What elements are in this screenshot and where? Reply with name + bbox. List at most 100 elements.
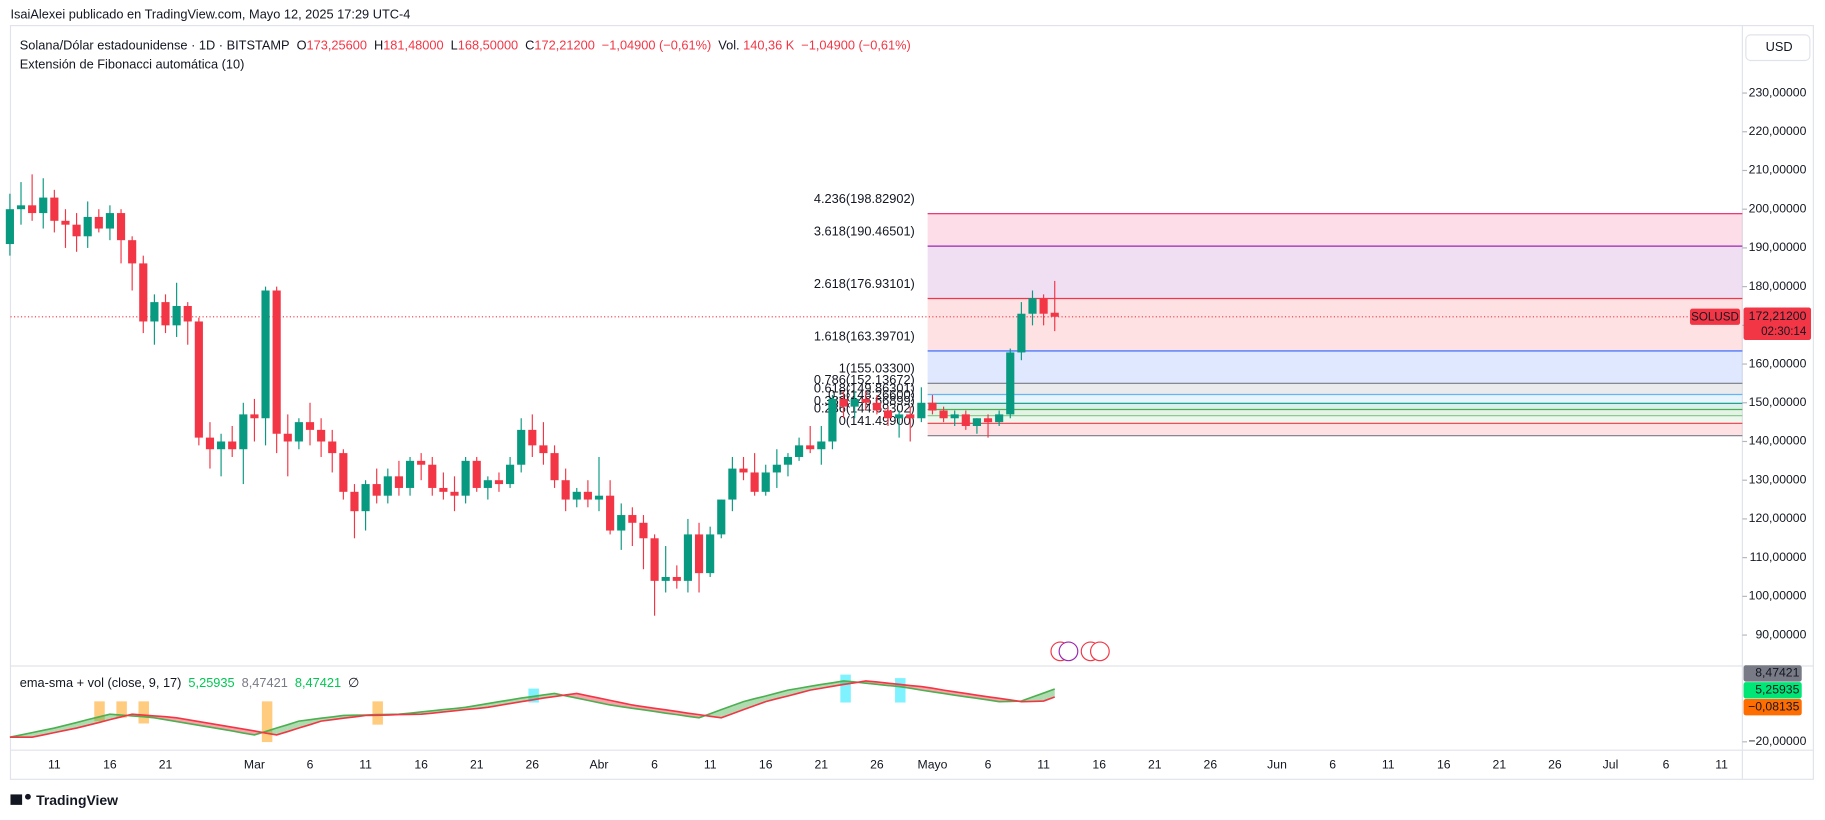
candle-body xyxy=(917,402,926,419)
signal-bar xyxy=(138,701,149,724)
symbol-badge xyxy=(1689,308,1741,325)
price-badge-label: 172,21200 xyxy=(1749,309,1807,323)
fib-zone xyxy=(927,383,1743,395)
fib-zone xyxy=(927,403,1743,410)
candle-body xyxy=(739,468,748,473)
fib-label: 1(155.03300) xyxy=(839,361,915,376)
x-tick-label: 11 xyxy=(359,758,372,772)
candle-body xyxy=(728,468,737,500)
indicator-fill xyxy=(287,721,299,732)
candle-body xyxy=(405,460,415,488)
candle-body xyxy=(983,418,993,423)
candle-body xyxy=(817,441,826,450)
legend-item: Solana/Dólar estadounidense · 1D · BITST… xyxy=(20,38,290,53)
x-tick-label: 16 xyxy=(103,758,117,772)
logo-mark xyxy=(25,793,31,800)
fib-zone xyxy=(927,415,1743,424)
candle-body xyxy=(906,414,915,419)
candle-body xyxy=(5,209,14,245)
candle-body xyxy=(661,576,670,581)
event-flag[interactable] xyxy=(1058,641,1079,662)
y-tick-label: 130,00000 xyxy=(1749,472,1807,486)
candle-body xyxy=(783,456,793,465)
x-tick-label: Jun xyxy=(1267,758,1287,772)
event-flag[interactable] xyxy=(1089,641,1110,662)
indicator-value: 8,47421 xyxy=(242,675,288,690)
indicator-legend: ema-sma + vol (close, 9, 17) 5,25935 8,474… xyxy=(20,675,359,690)
candle-body xyxy=(1039,298,1048,314)
currency-button[interactable] xyxy=(1745,34,1811,62)
signal-bar xyxy=(116,701,127,718)
y-tick-label: 100,00000 xyxy=(1749,589,1807,603)
x-tick-label: 11 xyxy=(704,758,717,772)
x-tick-label: 6 xyxy=(985,758,992,772)
y-tick-label: 220,00000 xyxy=(1749,124,1807,138)
y-tick-label: 160,00000 xyxy=(1749,356,1807,370)
legend-item: 172,21200 xyxy=(534,38,594,53)
x-tick-label: 6 xyxy=(307,758,314,772)
candle-body xyxy=(795,445,804,457)
indicator-fill xyxy=(1032,693,1044,702)
candle-body xyxy=(161,302,170,326)
candle-body xyxy=(1050,312,1059,317)
legend-item: 140,36 K xyxy=(743,38,795,53)
candle-body xyxy=(572,491,581,500)
logo-text: TradingView xyxy=(36,792,118,808)
candle-body xyxy=(761,472,770,492)
study-legend: Extensión de Fibonacci automática (10) xyxy=(20,57,245,72)
candle-body xyxy=(895,414,904,419)
x-tick-label: 6 xyxy=(651,758,658,772)
event-flags xyxy=(1050,641,1110,662)
fib-zone xyxy=(927,213,1743,247)
y-tick-label: 200,00000 xyxy=(1749,201,1807,215)
x-tick-label: 21 xyxy=(1493,758,1507,772)
candle-body xyxy=(61,220,70,225)
candle-body xyxy=(50,197,59,221)
candle-body xyxy=(939,410,948,419)
candle-body xyxy=(928,402,937,411)
candle-body xyxy=(1028,298,1037,314)
y-tick-label: 110,00000 xyxy=(1750,550,1807,564)
candle-body xyxy=(650,538,659,581)
candle-body xyxy=(383,476,392,496)
candle-body xyxy=(128,240,137,264)
legend-item: H xyxy=(374,38,383,53)
candle-body xyxy=(372,484,381,496)
indicator-fill xyxy=(832,680,844,687)
fib-zone xyxy=(927,394,1743,404)
candle-body xyxy=(72,224,81,237)
legend-item: −1,04900 (−0,61%) xyxy=(801,38,910,53)
candle-body xyxy=(517,429,526,465)
y-tick-label: 120,00000 xyxy=(1749,511,1807,525)
indicator-badge xyxy=(1743,665,1802,682)
candle-body xyxy=(550,453,559,481)
logo: TradingView xyxy=(10,792,118,808)
candle-body xyxy=(139,263,148,322)
legend-item: C xyxy=(525,38,534,53)
fib-zone xyxy=(927,350,1743,384)
symbol-badge-label: SOLUSD xyxy=(1691,310,1739,323)
legend-item: 181,48000 xyxy=(383,38,443,53)
candle-body xyxy=(483,480,492,488)
indicator-title: ema-sma + vol (close, 9, 17) xyxy=(20,675,182,690)
candle-body xyxy=(717,499,726,535)
currency-label: USD xyxy=(1766,39,1793,54)
legend-item: 168,50000 xyxy=(458,38,518,53)
fib-label: 0(141.49900) xyxy=(839,413,915,428)
y-tick-label: 140,00000 xyxy=(1749,434,1807,448)
candle-body xyxy=(606,495,615,531)
candle-body xyxy=(472,460,481,488)
candle-body xyxy=(617,515,626,531)
symbol-legend: Solana/Dólar estadounidense · 1D · BITST… xyxy=(20,38,911,53)
indicator-badge-label: 8,47421 xyxy=(1755,666,1799,680)
indicator-line xyxy=(9,680,1056,739)
indicator-fill xyxy=(187,719,199,726)
candle-body xyxy=(317,429,326,442)
signal-bar xyxy=(261,701,273,743)
candle-body xyxy=(706,534,715,574)
candle-body xyxy=(394,476,404,488)
y-tick-label: 150,00000 xyxy=(1749,395,1807,409)
y-tick-label: 190,00000 xyxy=(1749,240,1807,254)
candle-body xyxy=(261,290,270,419)
candle-body xyxy=(305,422,315,430)
